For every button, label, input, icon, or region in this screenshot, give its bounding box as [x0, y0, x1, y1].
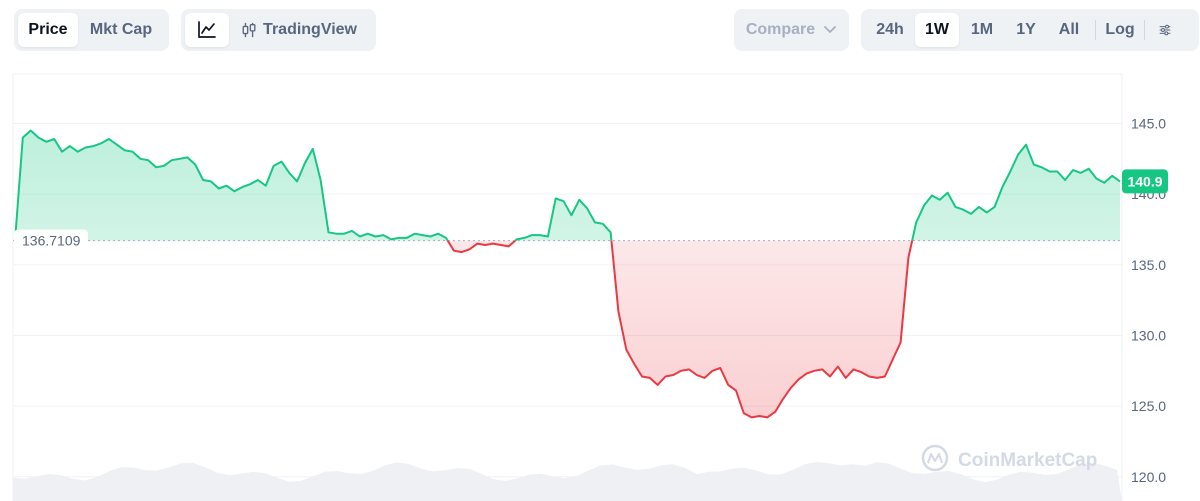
price-chart[interactable]: 145.0 140.0 135.0 130.0 125.0 120.0 136.7109 …: [0, 62, 1200, 501]
y-tick-label: 135.0: [1131, 257, 1166, 273]
range-1w[interactable]: 1W: [915, 13, 959, 47]
watermark-text: CoinMarketCap: [958, 450, 1097, 471]
line-chart-button[interactable]: [185, 13, 229, 47]
settings-divider: [1144, 20, 1145, 40]
y-tick-label: 145.0: [1131, 115, 1166, 131]
log-scale-button[interactable]: Log: [1105, 21, 1135, 38]
compare-label: Compare: [745, 21, 816, 38]
coinmarketcap-watermark: CoinMarketCap: [921, 444, 1097, 472]
chevron-down-icon: [824, 26, 837, 33]
volume-area: [13, 461, 1122, 501]
range-all[interactable]: All: [1058, 21, 1080, 38]
current-price-label: 140.9: [1122, 169, 1168, 194]
price-line-up: [14, 129, 1121, 241]
range-24h[interactable]: 24h: [876, 21, 904, 38]
tradingview-label: TradingView: [263, 21, 357, 38]
price-area-down: [15, 240, 913, 418]
y-tick-label: 125.0: [1131, 398, 1166, 414]
baseline-value: 136.7109: [22, 233, 81, 249]
chart-type-toggle: TradingView: [181, 9, 376, 51]
price-area-up: [15, 130, 1120, 241]
y-tick-label: 120.0: [1131, 469, 1166, 485]
candlestick-icon: [242, 22, 256, 38]
tab-mkt-cap[interactable]: Mkt Cap: [89, 21, 153, 38]
range-selector: 24h 1W 1M 1Y All Log: [861, 9, 1199, 51]
line-chart-icon: [198, 21, 216, 38]
view-toggle: Price Mkt Cap: [14, 9, 169, 51]
range-1m[interactable]: 1M: [970, 21, 994, 38]
compare-dropdown[interactable]: Compare: [734, 9, 849, 51]
current-price-value: 140.9: [1127, 173, 1162, 189]
y-tick-label: 130.0: [1131, 327, 1166, 343]
coinmarketcap-logo-icon: [921, 444, 949, 472]
baseline-label: 136.7109: [14, 229, 88, 252]
range-1y[interactable]: 1Y: [1016, 21, 1036, 38]
sliders-icon: [1159, 24, 1171, 36]
tab-price[interactable]: Price: [18, 13, 78, 47]
chart-settings-button[interactable]: [1149, 13, 1181, 47]
tradingview-button[interactable]: TradingView: [229, 13, 367, 47]
range-divider: [1095, 20, 1096, 40]
chart-toolbar: Price Mkt Cap TradingView Compare 24h: [14, 9, 1199, 51]
